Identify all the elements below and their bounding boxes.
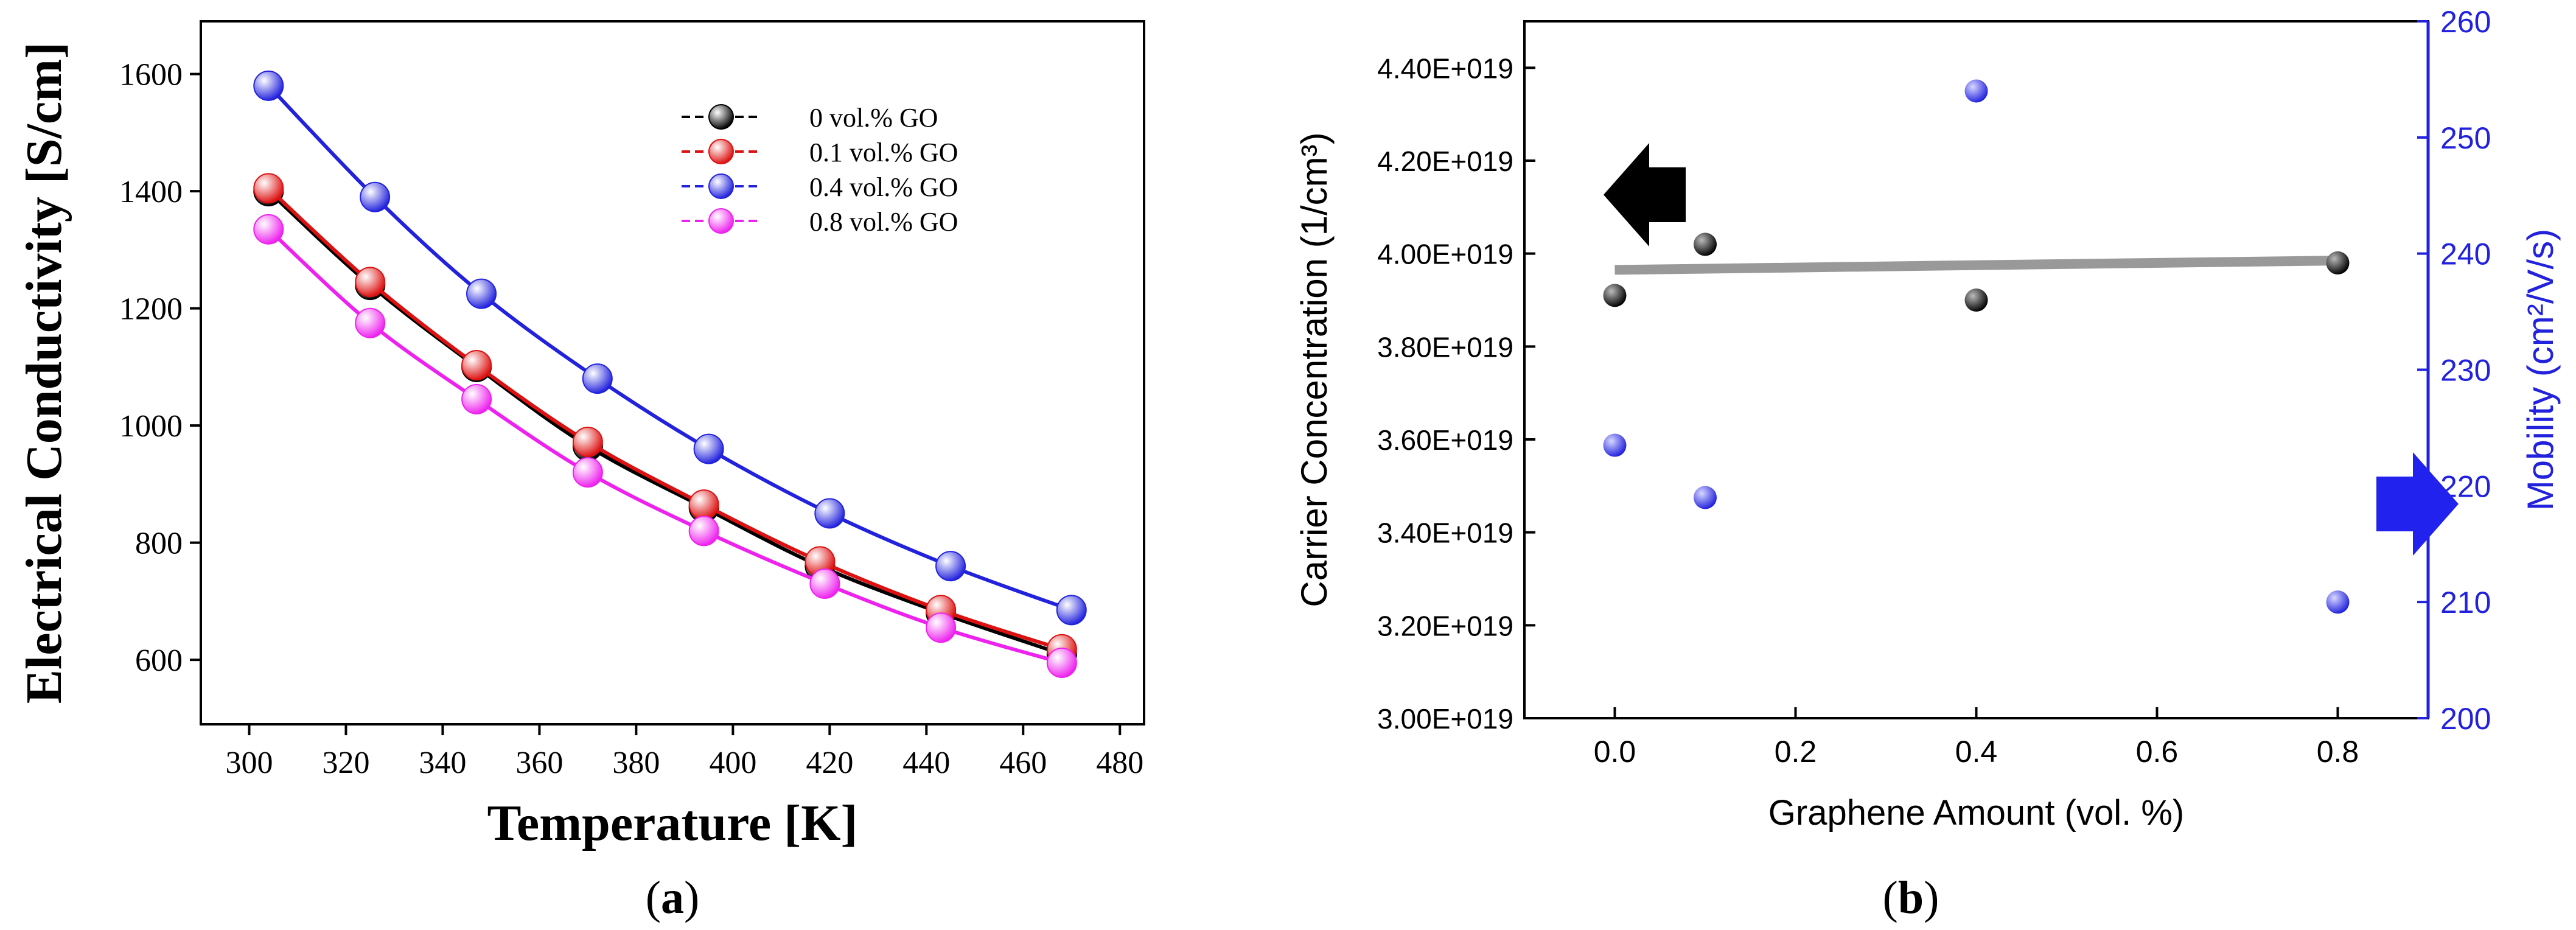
panel-b-right-y-tick-label: 260: [2440, 5, 2491, 39]
panel-b-marks: [1603, 79, 2459, 614]
panel-a-legend: 0 vol.% GO 0.1 vol.% GO 0.4 vol.% GO 0.8 vo…: [682, 103, 958, 237]
panel-a-y-tick-label: 1200: [119, 292, 183, 327]
panel-a-data-point: [688, 489, 719, 520]
panel-b-right-y-tick-label: 210: [2440, 586, 2491, 620]
panel-b-left-y-tick-label: 3.00E+019: [1377, 703, 1513, 735]
panel-a-data-point: [582, 363, 613, 394]
panel-b-left-y-tick-label: 3.40E+019: [1377, 517, 1513, 549]
panel-a-axes: 300 320 340 360 380 400 420 440 460 480 600 800 1000…: [119, 58, 1143, 780]
panel-b-trend-line: [1614, 256, 2338, 275]
panel-a-data-point: [461, 383, 492, 414]
panel-a-y-tick-label: 1600: [119, 58, 183, 93]
panel-b-left-y-axis-label: Carrier Concentration (1/cm³): [1294, 132, 1335, 607]
panel-b-left-y-tick-label: 4.20E+019: [1377, 145, 1513, 177]
panel-b-right-arrow-icon: [2376, 452, 2459, 556]
panel-a-data-point: [466, 278, 497, 309]
panel-b-left-y-tick-label: 3.20E+019: [1377, 610, 1513, 642]
panel-b-caption: (b): [1883, 872, 1939, 923]
panel-a-x-tick-label: 400: [709, 746, 756, 780]
panel-b-right-y-tick-label: 200: [2440, 702, 2491, 736]
panel-b-right-y-tick-label: 230: [2440, 354, 2491, 388]
panel-a-data-point: [693, 433, 724, 464]
panel-a-data-point: [572, 457, 603, 488]
panel-a-legend-marker: [708, 104, 734, 130]
panel-a-chart: 300 320 340 360 380 400 420 440 460 480 600 800 1000…: [16, 20, 1145, 923]
panel-b-x-tick-label: 0.8: [2317, 735, 2359, 769]
panel-a-data-point: [688, 516, 719, 547]
panel-a-y-tick-label: 1000: [119, 409, 183, 444]
panel-a-data-point: [253, 214, 284, 245]
panel-a-x-axis-label: Temperature [K]: [487, 795, 858, 851]
panel-a-data-point: [809, 568, 840, 599]
panel-a-legend-label: 0 vol.% GO: [809, 103, 938, 133]
panel-b-x-tick-label: 0.4: [1955, 735, 1998, 769]
panel-a-x-tick-label: 460: [999, 746, 1047, 780]
panel-b-x-tick-label: 0.2: [1775, 735, 1817, 769]
panel-b-carrier-point: [1694, 232, 1717, 256]
panel-a-series: [253, 70, 1087, 678]
panel-a-y-axis-label: Electrical Conductivity [S/cm]: [16, 42, 72, 704]
panel-a-data-point: [1046, 647, 1077, 678]
panel-a-x-tick-label: 360: [515, 746, 563, 780]
panel-a-x-tick-label: 480: [1096, 746, 1143, 780]
panel-a-y-tick-label: 600: [135, 643, 183, 678]
panel-b-mobility-point: [2326, 590, 2350, 614]
panel-b-x-axis-label: Graphene Amount (vol. %): [1768, 793, 2184, 833]
panel-b-mobility-point: [1694, 486, 1717, 509]
panel-a-data-point: [360, 181, 391, 212]
panel-a-x-tick-label: 320: [322, 746, 369, 780]
panel-b-chart: 0.0 0.2 0.4 0.6 0.8 3.00E+019 3.20E+019 3.40E+0…: [1294, 5, 2561, 923]
panel-a-data-point: [253, 70, 284, 101]
panel-a-x-tick-label: 380: [612, 746, 660, 780]
panel-a-legend-label: 0.8 vol.% GO: [809, 207, 958, 237]
panel-a-data-point: [935, 551, 966, 582]
panel-a-data-point: [355, 307, 386, 338]
panel-a-plot-frame: [200, 20, 1145, 725]
panel-a-x-tick-label: 420: [806, 746, 853, 780]
panel-a-x-tick-label: 440: [902, 746, 950, 780]
panel-a-caption: (a): [646, 872, 700, 923]
panel-b-mobility-point: [1603, 433, 1627, 457]
panel-b-left-y-tick-label: 3.60E+019: [1377, 424, 1513, 456]
panel-b-right-y-tick-label: 250: [2440, 121, 2491, 155]
panel-b-carrier-point: [1964, 288, 1988, 312]
panel-b-right-y-axis-label: Mobility (cm²/V/s): [2520, 229, 2561, 511]
panel-a-x-tick-label: 300: [225, 746, 273, 780]
panel-b-left-y-tick-label: 3.80E+019: [1377, 331, 1513, 363]
panel-a-data-point: [814, 498, 845, 529]
panel-a-series-line: [267, 187, 1063, 651]
panel-a-data-point: [926, 612, 957, 643]
panel-a-data-point: [253, 173, 284, 204]
panel-b-right-y-tick-label: 240: [2440, 237, 2491, 271]
panel-a-legend-label: 0.1 vol.% GO: [809, 138, 958, 167]
panel-b-x-tick-label: 0.0: [1594, 735, 1636, 769]
panel-a-legend-marker: [708, 139, 734, 164]
panel-a-y-tick-label: 800: [135, 526, 183, 561]
panel-b-carrier-point: [2326, 251, 2350, 274]
panel-b-left-arrow-icon: [1604, 143, 1686, 246]
panel-b-x-tick-label: 0.6: [2136, 735, 2179, 769]
panel-a-data-point: [1056, 595, 1087, 626]
panel-b-left-y-tick-label: 4.00E+019: [1377, 239, 1513, 270]
panel-a-legend-marker: [708, 173, 734, 199]
panel-a-y-tick-label: 1400: [119, 175, 183, 209]
panel-a-data-point: [461, 349, 492, 380]
panel-b-axes: 0.0 0.2 0.4 0.6 0.8 3.00E+019 3.20E+019 3.40E+0…: [1377, 5, 2491, 769]
panel-b-carrier-point: [1603, 284, 1627, 307]
panel-a-legend-marker: [708, 208, 734, 234]
panel-b-left-y-tick-label: 4.40E+019: [1377, 52, 1513, 84]
panel-a-x-tick-label: 340: [419, 746, 466, 780]
panel-b-mobility-point: [1964, 79, 1988, 103]
panel-a-data-point: [355, 267, 386, 298]
panel-b-plot-frame: [1523, 20, 2429, 719]
panel-a-legend-label: 0.4 vol.% GO: [809, 172, 958, 202]
panel-a-data-point: [572, 427, 603, 458]
